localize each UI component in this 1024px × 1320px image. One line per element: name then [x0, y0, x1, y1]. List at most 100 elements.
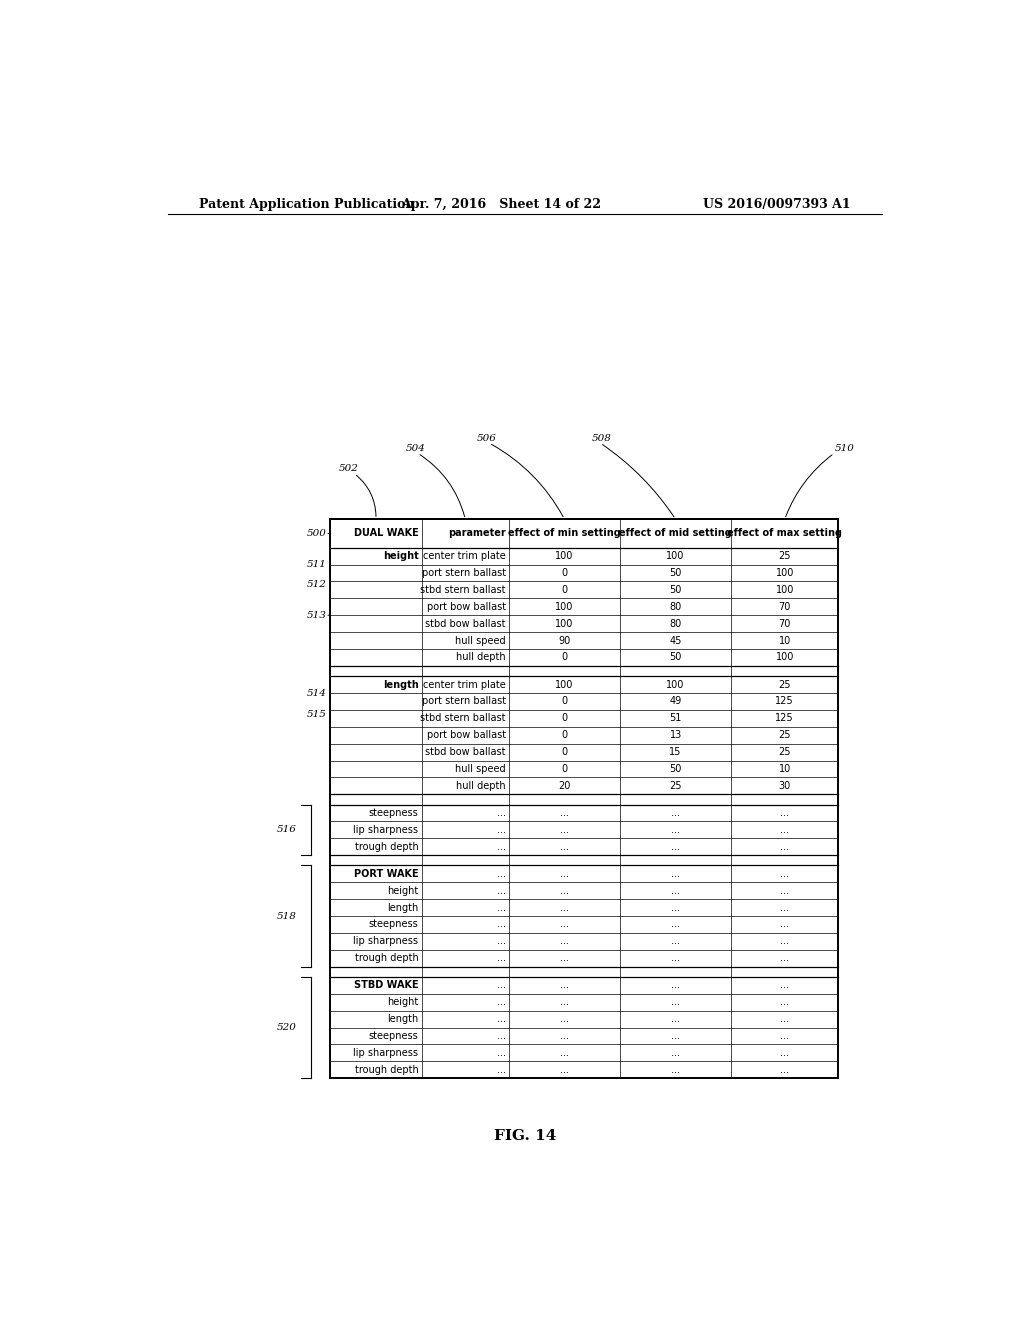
Text: 90: 90 — [558, 636, 570, 645]
Text: 0: 0 — [561, 730, 567, 741]
Text: 125: 125 — [775, 697, 794, 706]
Text: hull depth: hull depth — [456, 652, 506, 663]
Text: ...: ... — [560, 936, 569, 946]
Text: 13: 13 — [670, 730, 682, 741]
Text: ...: ... — [780, 1048, 790, 1057]
Text: ...: ... — [497, 1014, 506, 1024]
Text: 502: 502 — [338, 465, 358, 474]
Text: trough depth: trough depth — [354, 953, 419, 964]
Text: ...: ... — [560, 953, 569, 964]
Text: height: height — [383, 552, 419, 561]
Text: ...: ... — [560, 1031, 569, 1041]
Text: trough depth: trough depth — [354, 842, 419, 851]
Text: height: height — [387, 886, 419, 896]
Text: FIG. 14: FIG. 14 — [494, 1129, 556, 1143]
Text: ...: ... — [560, 825, 569, 834]
Text: lip sharpness: lip sharpness — [353, 1048, 419, 1057]
Text: 514: 514 — [306, 689, 327, 698]
Text: stbd stern ballast: stbd stern ballast — [420, 585, 506, 595]
Text: ...: ... — [780, 825, 790, 834]
Text: ...: ... — [780, 1065, 790, 1074]
Text: ...: ... — [780, 808, 790, 818]
Text: length: length — [387, 1014, 419, 1024]
Text: 70: 70 — [778, 619, 791, 628]
Text: ...: ... — [780, 1014, 790, 1024]
Text: lip sharpness: lip sharpness — [353, 936, 419, 946]
Text: 51: 51 — [670, 713, 682, 723]
Text: ...: ... — [671, 953, 680, 964]
Text: ...: ... — [671, 903, 680, 912]
Text: Apr. 7, 2016   Sheet 14 of 22: Apr. 7, 2016 Sheet 14 of 22 — [401, 198, 601, 211]
Text: 25: 25 — [778, 680, 791, 689]
Text: ...: ... — [671, 1065, 680, 1074]
Text: Patent Application Publication: Patent Application Publication — [200, 198, 415, 211]
Bar — [331, 519, 839, 1078]
Text: US 2016/0097393 A1: US 2016/0097393 A1 — [702, 198, 850, 211]
Text: 515: 515 — [306, 710, 327, 719]
Text: ...: ... — [497, 903, 506, 912]
Text: ...: ... — [780, 869, 790, 879]
Text: ...: ... — [780, 842, 790, 851]
Text: port stern ballast: port stern ballast — [422, 568, 506, 578]
Text: 25: 25 — [778, 552, 791, 561]
Text: ...: ... — [671, 936, 680, 946]
Text: 100: 100 — [667, 552, 685, 561]
Text: lip sharpness: lip sharpness — [353, 825, 419, 834]
Text: length: length — [383, 680, 419, 689]
Text: 0: 0 — [561, 585, 567, 595]
Text: ...: ... — [560, 808, 569, 818]
Text: ...: ... — [497, 981, 506, 990]
Text: ...: ... — [497, 953, 506, 964]
Text: 100: 100 — [555, 602, 573, 611]
Text: height: height — [387, 997, 419, 1007]
Text: 15: 15 — [670, 747, 682, 758]
Text: ...: ... — [560, 869, 569, 879]
Text: 100: 100 — [667, 680, 685, 689]
Text: effect of max setting: effect of max setting — [727, 528, 842, 539]
Text: hull speed: hull speed — [455, 636, 506, 645]
Text: 49: 49 — [670, 697, 682, 706]
Text: parameter: parameter — [449, 528, 506, 539]
Text: 100: 100 — [775, 585, 794, 595]
Text: steepness: steepness — [369, 1031, 419, 1041]
Text: ...: ... — [671, 808, 680, 818]
Text: STBD WAKE: STBD WAKE — [354, 981, 419, 990]
Text: 500: 500 — [306, 529, 327, 539]
Text: 70: 70 — [778, 602, 791, 611]
Text: ...: ... — [560, 842, 569, 851]
Text: ...: ... — [780, 981, 790, 990]
Text: ...: ... — [497, 808, 506, 818]
Text: stbd bow ballast: stbd bow ballast — [425, 747, 506, 758]
Text: ...: ... — [780, 920, 790, 929]
Text: center trim plate: center trim plate — [423, 680, 506, 689]
Text: length: length — [387, 903, 419, 912]
Text: 20: 20 — [558, 781, 570, 791]
Text: 50: 50 — [670, 585, 682, 595]
Text: 518: 518 — [278, 912, 297, 920]
Text: 25: 25 — [778, 747, 791, 758]
Text: ...: ... — [780, 936, 790, 946]
Text: hull speed: hull speed — [455, 764, 506, 774]
Text: ...: ... — [560, 1065, 569, 1074]
Text: 504: 504 — [406, 444, 426, 453]
Text: 25: 25 — [670, 781, 682, 791]
Text: ...: ... — [497, 842, 506, 851]
Text: 0: 0 — [561, 747, 567, 758]
Text: 520: 520 — [278, 1023, 297, 1032]
Text: 100: 100 — [555, 680, 573, 689]
Text: ...: ... — [497, 886, 506, 896]
Text: 0: 0 — [561, 764, 567, 774]
Text: DUAL WAKE: DUAL WAKE — [353, 528, 419, 539]
Text: ...: ... — [671, 1031, 680, 1041]
Text: 100: 100 — [775, 568, 794, 578]
Text: hull depth: hull depth — [456, 781, 506, 791]
Text: ...: ... — [780, 1031, 790, 1041]
Text: effect of mid setting: effect of mid setting — [620, 528, 732, 539]
Text: ...: ... — [671, 920, 680, 929]
Text: 510: 510 — [835, 444, 854, 453]
Text: ...: ... — [780, 903, 790, 912]
Text: 100: 100 — [555, 619, 573, 628]
Text: center trim plate: center trim plate — [423, 552, 506, 561]
Text: ...: ... — [497, 936, 506, 946]
Text: ...: ... — [497, 1048, 506, 1057]
